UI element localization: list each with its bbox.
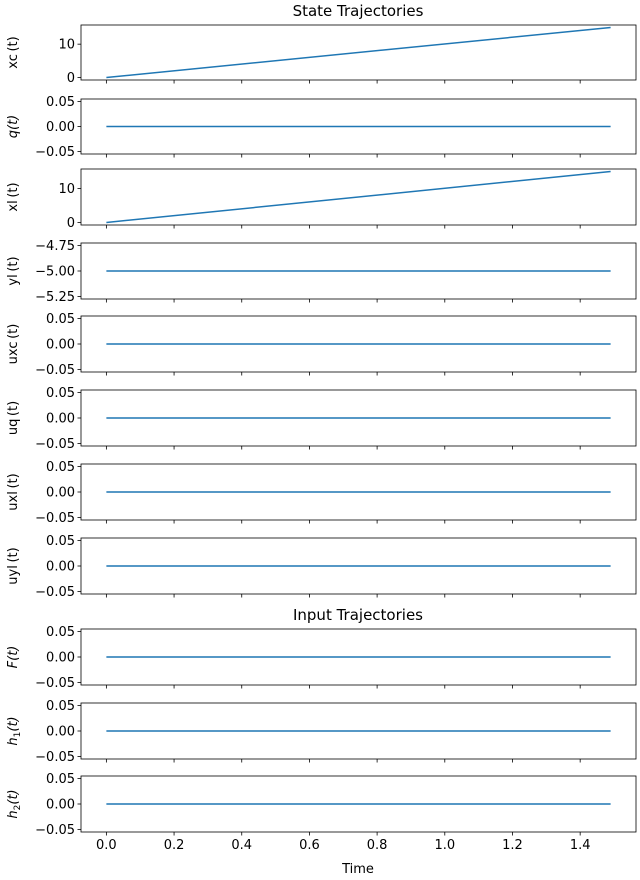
y-axis-label: h2(t) (6, 789, 23, 818)
subplot-5: −0.05 0.00 0.05 uxc (t) (6, 312, 637, 378)
y-tick-label: 0.00 (46, 560, 75, 575)
axes-frame (80, 24, 637, 81)
subplot-stack: 0 10 xc (t) −0.05 0.00 0.05 q(t) 0 10 xl (t) −5.25… (6, 24, 637, 853)
y-axis-label: uq (t) (6, 401, 21, 435)
x-tick-label: 0.4 (231, 838, 252, 853)
axes-frame (80, 168, 637, 226)
x-tick-label: 1.4 (570, 838, 591, 853)
y-tick-label: 0 (67, 216, 75, 231)
subplot-4: −5.25 −5.00 −4.75 yl (t) (6, 239, 637, 305)
y-tick-label: 0.00 (46, 338, 75, 353)
y-tick-label: −0.05 (35, 145, 75, 160)
y-axis-label: xc (t) (6, 36, 21, 68)
y-tick-label: −0.05 (35, 676, 75, 691)
y-tick-label: −0.05 (35, 585, 75, 600)
y-axis-label: uxc (t) (6, 324, 21, 365)
y-tick-label: −5.25 (35, 290, 75, 305)
y-tick-label: −0.05 (35, 511, 75, 526)
y-tick-label: 0.00 (46, 120, 75, 135)
y-tick-label: 10 (58, 182, 75, 197)
y-tick-label: −0.05 (35, 823, 75, 838)
subplot-7: −0.05 0.00 0.05 uxl (t) (6, 460, 637, 526)
x-tick-label: 0.2 (164, 838, 185, 853)
y-tick-label: −0.05 (35, 363, 75, 378)
y-tick-label: 0.00 (46, 412, 75, 427)
y-tick-label: 0 (67, 71, 75, 86)
series-line (106, 170, 611, 224)
y-tick-label: −0.05 (35, 750, 75, 765)
y-tick-label: 0.05 (46, 699, 75, 714)
y-axis-label: uyl (t) (6, 547, 21, 584)
subplot-3: 0 10 xl (t) (6, 168, 637, 231)
input-trajectories-title: Input Trajectories (293, 606, 423, 624)
y-tick-label: 0.05 (46, 460, 75, 475)
y-tick-label: −4.75 (35, 239, 75, 254)
y-axis-label: yl (t) (6, 256, 21, 285)
x-tick-label: 0.6 (299, 838, 320, 853)
state-trajectories-title: State Trajectories (293, 2, 424, 20)
y-tick-label: 0.05 (46, 95, 75, 110)
subplot-9: −0.05 0.00 0.05 F(t) (6, 625, 637, 691)
y-axis-label: F(t) (6, 646, 21, 669)
subplot-8: −0.05 0.00 0.05 uyl (t) (6, 534, 637, 600)
subplot-11: −0.05 0.00 0.05 0.0 0.2 0.4 0.6 0.8 1.0 1.2 1.4 h2(… (6, 772, 637, 853)
x-tick-label: 0.0 (96, 838, 117, 853)
subplot-2: −0.05 0.00 0.05 q(t) (6, 95, 637, 160)
x-tick-label: 1.2 (502, 838, 523, 853)
y-tick-label: 0.05 (46, 625, 75, 640)
y-axis-label: uxl (t) (6, 473, 21, 510)
y-tick-label: 0.05 (46, 772, 75, 787)
subplot-1: 0 10 xc (t) (6, 24, 637, 86)
y-axis-label: h1(t) (6, 716, 23, 745)
x-tick-label: 0.8 (367, 838, 388, 853)
y-tick-label: 0.00 (46, 798, 75, 813)
y-tick-label: 0.00 (46, 725, 75, 740)
x-tick-label: 1.0 (434, 838, 455, 853)
y-tick-label: −5.00 (35, 265, 75, 280)
y-tick-label: 10 (58, 38, 75, 53)
y-tick-label: 0.05 (46, 534, 75, 549)
y-tick-label: 0.05 (46, 312, 75, 327)
y-tick-label: 0.05 (46, 386, 75, 401)
x-axis-label: Time (341, 862, 374, 877)
y-axis-label: xl (t) (6, 182, 21, 211)
subplot-10: −0.05 0.00 0.05 h1(t) (6, 699, 637, 765)
y-tick-label: 0.00 (46, 651, 75, 666)
series-line (106, 26, 611, 79)
y-axis-label: q(t) (6, 115, 21, 139)
y-tick-label: 0.00 (46, 486, 75, 501)
subplot-6: −0.05 0.00 0.05 uq (t) (6, 386, 637, 452)
y-tick-label: −0.05 (35, 437, 75, 452)
